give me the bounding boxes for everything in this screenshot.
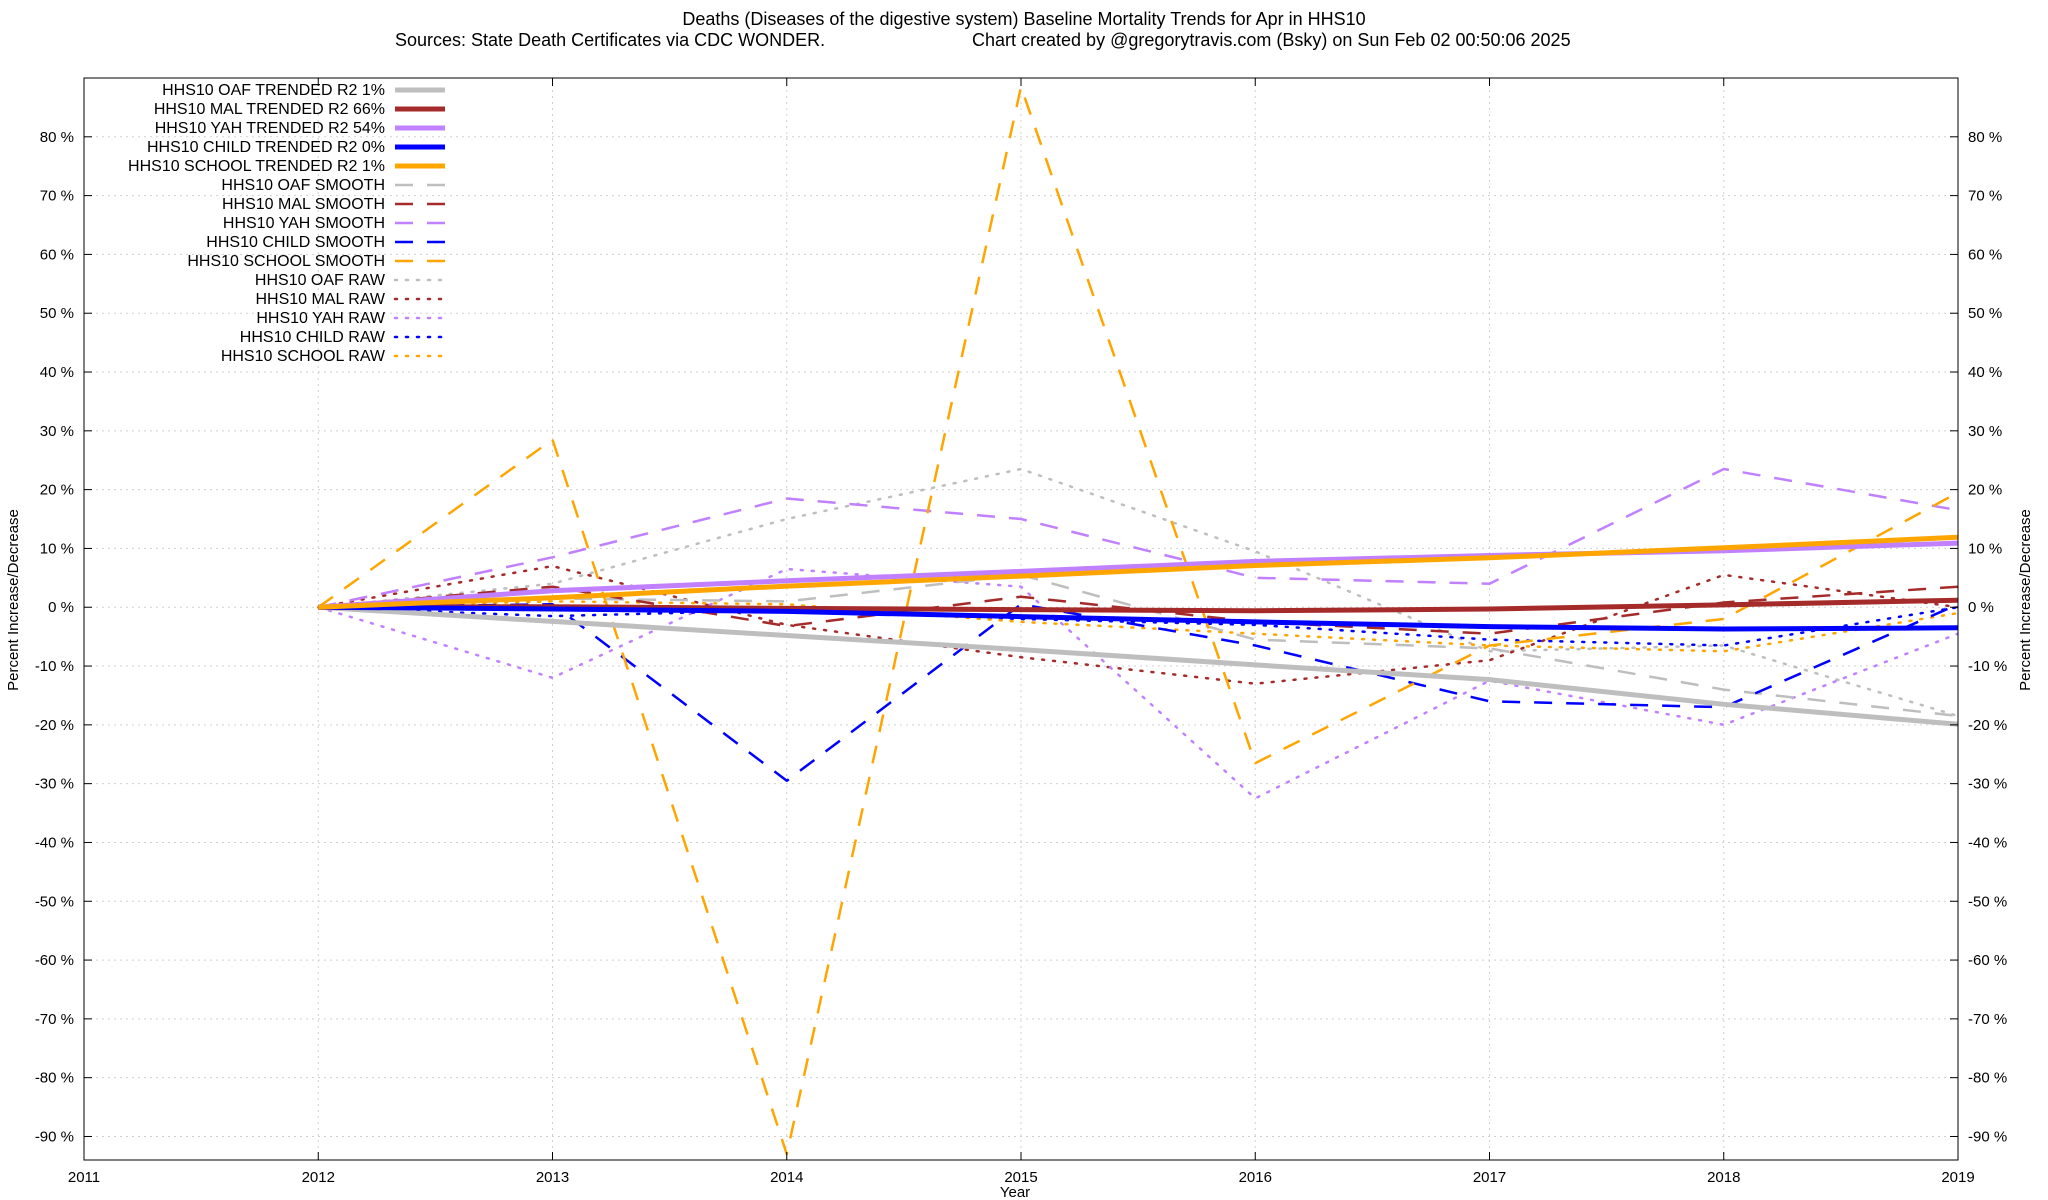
series-line-hhs10-oaf-smooth [318,573,1958,718]
plot-area [317,85,1958,1156]
y-tick-label-right: -30 % [1968,776,2007,793]
legend-label: HHS10 YAH TRENDED R2 54% [155,120,385,137]
y-tick-label-right: -90 % [1968,1128,2007,1145]
legend-label: HHS10 MAL TRENDED R2 66% [154,101,385,118]
legend: HHS10 OAF TRENDED R2 1% HHS10 MAL TRENDED… [128,82,447,365]
x-tick-label: 2012 [302,1169,335,1186]
y-tick-label-left: -70 % [35,1011,74,1028]
y-tick-label-left: 80 % [40,129,74,146]
legend-label: HHS10 SCHOOL RAW [221,348,386,365]
y-tick-label-right: -40 % [1968,834,2007,851]
legend-label: HHS10 SCHOOL SMOOTH [187,253,385,270]
legend-label: HHS10 CHILD SMOOTH [206,234,385,251]
legend-label: HHS10 YAH SMOOTH [223,215,385,232]
series-line-hhs10-yah-smooth [318,467,1958,609]
y-tick-label-right: 60 % [1968,246,2002,263]
y-tick-label-right: -80 % [1968,1070,2007,1087]
legend-label: HHS10 SCHOOL TRENDED R2 1% [128,158,385,175]
y-tick-label-left: 40 % [40,364,74,381]
x-tick-label: 2014 [770,1169,803,1186]
x-tick-label: 2011 [68,1169,100,1186]
series-line-hhs10-oaf-trended-r2-1 [318,604,1958,727]
y-tick-label-left: -20 % [35,717,74,734]
x-tick-label: 2016 [1239,1169,1272,1186]
x-axis-title: Year [1000,1184,1030,1200]
series-line-hhs10-oaf-raw [317,467,1958,718]
y-axis-title-right: Percent Increase/Decrease [2017,509,2034,691]
legend-label: HHS10 OAF TRENDED R2 1% [162,82,385,99]
x-tick-label: 2013 [536,1169,569,1186]
y-tick-label-right: 0 % [1968,599,1994,616]
y-tick-label-left: 0 % [48,599,74,616]
y-tick-label-right: -10 % [1968,658,2007,675]
series-line-hhs10-child-raw [317,605,1958,647]
x-tick-label: 2019 [1941,1169,1974,1186]
legend-label: HHS10 CHILD TRENDED R2 0% [147,139,385,156]
y-tick-label-left: -30 % [35,776,74,793]
series-line-hhs10-yah-raw [317,567,1958,800]
y-tick-label-left: 30 % [40,423,74,440]
y-tick-label-right: -70 % [1968,1011,2007,1028]
legend-label: HHS10 CHILD RAW [240,329,386,346]
y-tick-label-right: 40 % [1968,364,2002,381]
y-tick-label-left: 50 % [40,305,74,322]
chart-subtitle-credit: Chart created by @gregorytravis.com (Bsk… [972,30,1571,50]
x-tick-label: 2015 [1004,1169,1037,1186]
series-line-hhs10-school-trended-r2-1 [318,534,1958,610]
y-tick-label-right: -50 % [1968,893,2007,910]
y-tick-label-right: -20 % [1968,717,2007,734]
y-tick-label-left: 20 % [40,482,74,499]
y-tick-label-right: 70 % [1968,188,2002,205]
axis-ticks: 80 % 80 % 70 % 70 % 60 % 60 % 50 % 50 % 40 % 40 %… [35,78,2007,1186]
y-tick-label-left: -90 % [35,1128,74,1145]
y-tick-label-left: 70 % [40,188,74,205]
y-tick-label-left: 10 % [40,540,74,557]
legend-label: HHS10 OAF SMOOTH [221,177,385,194]
series-line-hhs10-child-trended-r2-0 [318,604,1958,632]
chart-subtitle-source: Sources: State Death Certificates via CD… [395,30,825,50]
x-tick-label: 2018 [1707,1169,1740,1186]
chart-title: Deaths (Diseases of the digestive system… [682,9,1365,29]
y-tick-label-left: -40 % [35,834,74,851]
series-line-hhs10-child-smooth [318,603,1958,782]
y-tick-label-right: 10 % [1968,540,2002,557]
series-line-hhs10-mal-raw [317,564,1958,685]
y-tick-label-right: 50 % [1968,305,2002,322]
grid [83,78,1959,1160]
y-tick-label-left: -10 % [35,658,74,675]
y-axis-title-left: Percent Increase/Decrease [5,509,22,691]
legend-label: HHS10 MAL RAW [255,291,385,308]
y-tick-label-right: 30 % [1968,423,2002,440]
y-tick-label-right: 80 % [1968,129,2002,146]
legend-label: HHS10 YAH RAW [256,310,386,327]
y-tick-label-left: -60 % [35,952,74,969]
x-tick-label: 2017 [1473,1169,1506,1186]
series-line-hhs10-school-smooth [317,85,1958,1156]
y-tick-label-right: -60 % [1968,952,2007,969]
legend-label: HHS10 MAL SMOOTH [222,196,385,213]
y-tick-label-left: -50 % [35,893,74,910]
y-tick-label-right: 20 % [1968,482,2002,499]
y-tick-label-left: 60 % [40,246,74,263]
y-tick-label-left: -80 % [35,1070,74,1087]
legend-label: HHS10 OAF RAW [255,272,386,289]
